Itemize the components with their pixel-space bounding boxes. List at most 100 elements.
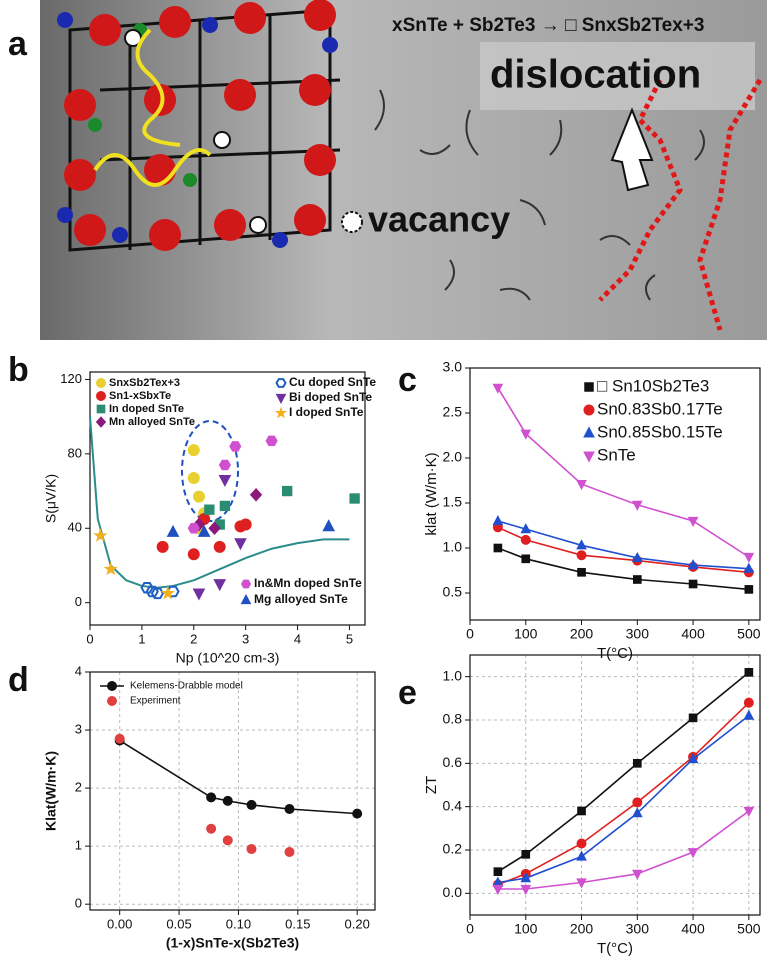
y-tick-label: 120 — [60, 371, 82, 386]
model-curve — [89, 416, 350, 589]
data-point — [521, 554, 531, 564]
series-line — [497, 671, 750, 873]
data-point — [222, 835, 233, 846]
data-point — [284, 803, 295, 814]
legend-swatch — [95, 416, 107, 428]
panel-label: e — [398, 674, 417, 712]
y-tick-label: 1.0 — [443, 539, 463, 555]
series-line — [497, 526, 749, 574]
data-point — [688, 713, 698, 723]
x-tick-label: 300 — [626, 626, 650, 642]
data-point — [322, 519, 336, 532]
legend-swatch — [107, 681, 117, 691]
y-tick-label: 3.0 — [443, 359, 463, 375]
series-line — [497, 547, 749, 591]
data-point — [160, 585, 175, 600]
legend-swatch — [96, 404, 106, 414]
data-point — [493, 543, 503, 553]
data-point — [166, 524, 180, 537]
legend-swatch — [583, 451, 595, 463]
y-tick-label: 0 — [75, 896, 82, 911]
data-point — [246, 844, 257, 855]
data-point — [492, 514, 504, 526]
panel-label: a — [8, 25, 28, 63]
series-line — [119, 739, 358, 815]
x-tick-label: 300 — [626, 921, 650, 937]
data-point — [687, 559, 699, 570]
data-point — [687, 752, 699, 764]
data-point — [187, 472, 200, 485]
data-point — [577, 567, 586, 577]
data-point — [631, 551, 643, 562]
x-tick-label: 0.05 — [166, 916, 191, 931]
data-point — [576, 550, 587, 561]
y-tick-label: 2.0 — [443, 449, 463, 465]
data-point — [213, 540, 226, 553]
data-point — [632, 759, 642, 768]
legend-swatch — [275, 378, 287, 388]
data-point — [576, 480, 587, 491]
data-point — [206, 823, 217, 834]
data-point — [150, 587, 165, 600]
legend-swatch — [107, 696, 117, 706]
y-tick-label: 2.5 — [443, 404, 463, 420]
y-tick-label: 0.5 — [443, 584, 463, 600]
data-point — [156, 540, 169, 553]
y-tick-label: 0.6 — [443, 754, 463, 770]
plot-frame — [89, 371, 366, 626]
data-point — [187, 548, 200, 561]
data-point — [577, 806, 586, 816]
legend-swatch — [274, 406, 288, 419]
data-point — [239, 518, 252, 531]
data-point — [197, 524, 211, 537]
legend-swatch — [275, 393, 287, 405]
data-point — [632, 575, 642, 584]
x-tick-label: 0 — [466, 626, 474, 642]
x-tick-label: 0.20 — [345, 916, 370, 931]
y-tick-label: 1 — [75, 838, 82, 853]
equation: xSnTe + Sb2Te3 → □ SnxSb2Tex+3 — [392, 15, 704, 36]
x-tick-label: 500 — [737, 921, 761, 937]
legend-label: SnxSb2Tex+3 — [109, 377, 180, 389]
x-tick-label: 100 — [514, 626, 538, 642]
legend-swatch — [583, 404, 595, 416]
data-point — [687, 516, 699, 528]
panel-label: c — [398, 361, 417, 399]
data-point — [744, 668, 754, 677]
plot-frame — [89, 671, 376, 911]
y-axis-title: S(μV/K) — [43, 474, 59, 523]
legend-label: Sn1-xSbxTe — [109, 390, 171, 402]
data-point — [631, 500, 643, 511]
data-point — [140, 582, 154, 594]
x-tick-label: 200 — [570, 921, 594, 937]
x-tick-label: 0.00 — [107, 916, 132, 931]
data-point — [229, 441, 242, 452]
data-point — [204, 504, 215, 515]
data-point — [352, 808, 363, 819]
x-axis-title: (1-x)SnTe-x(Sb2Te3) — [166, 935, 299, 951]
x-tick-label: 200 — [570, 626, 594, 642]
vacancy-label: vacancy — [368, 199, 510, 240]
data-point — [103, 561, 118, 576]
x-tick-label: 0 — [466, 921, 474, 937]
data-point — [492, 383, 504, 394]
data-point — [114, 733, 125, 744]
data-point — [576, 838, 587, 849]
x-tick-label: 500 — [737, 626, 761, 642]
x-tick-label: 0.10 — [226, 916, 251, 931]
legend-label: Experiment — [130, 696, 181, 707]
data-point — [632, 797, 643, 808]
data-point — [192, 490, 205, 503]
data-point — [265, 435, 278, 447]
x-axis-title: T(°C) — [597, 645, 633, 662]
data-point — [743, 806, 755, 818]
legend-label: SnTe — [597, 445, 636, 464]
legend-label: In doped SnTe — [109, 403, 184, 415]
data-point — [492, 884, 504, 896]
data-point — [743, 552, 755, 564]
y-axis-title: Klat(W/m·K) — [43, 751, 59, 831]
y-tick-label: 1.5 — [443, 494, 463, 510]
legend-label: Mg alloyed SnTe — [254, 592, 348, 606]
data-point — [521, 850, 531, 859]
